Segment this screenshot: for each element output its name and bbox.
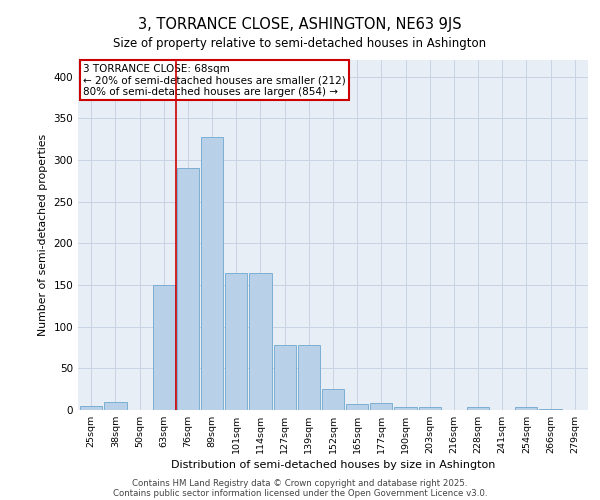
Text: 3, TORRANCE CLOSE, ASHINGTON, NE63 9JS: 3, TORRANCE CLOSE, ASHINGTON, NE63 9JS — [138, 18, 462, 32]
Bar — [152, 285, 175, 410]
X-axis label: Distribution of semi-detached houses by size in Ashington: Distribution of semi-detached houses by … — [171, 460, 495, 470]
Bar — [104, 402, 127, 410]
Bar — [346, 404, 368, 410]
Bar — [322, 389, 344, 410]
Y-axis label: Number of semi-detached properties: Number of semi-detached properties — [38, 134, 48, 336]
Text: 3 TORRANCE CLOSE: 68sqm
← 20% of semi-detached houses are smaller (212)
80% of s: 3 TORRANCE CLOSE: 68sqm ← 20% of semi-de… — [83, 64, 346, 96]
Bar — [80, 406, 103, 410]
Text: Contains public sector information licensed under the Open Government Licence v3: Contains public sector information licen… — [113, 488, 487, 498]
Bar — [201, 136, 223, 410]
Bar — [225, 272, 247, 410]
Bar — [515, 406, 538, 410]
Text: Contains HM Land Registry data © Crown copyright and database right 2025.: Contains HM Land Registry data © Crown c… — [132, 478, 468, 488]
Text: Size of property relative to semi-detached houses in Ashington: Size of property relative to semi-detach… — [113, 38, 487, 51]
Bar — [394, 406, 416, 410]
Bar — [467, 406, 489, 410]
Bar — [250, 272, 272, 410]
Bar — [274, 345, 296, 410]
Bar — [177, 168, 199, 410]
Bar — [419, 406, 441, 410]
Bar — [298, 345, 320, 410]
Bar — [539, 409, 562, 410]
Bar — [370, 402, 392, 410]
